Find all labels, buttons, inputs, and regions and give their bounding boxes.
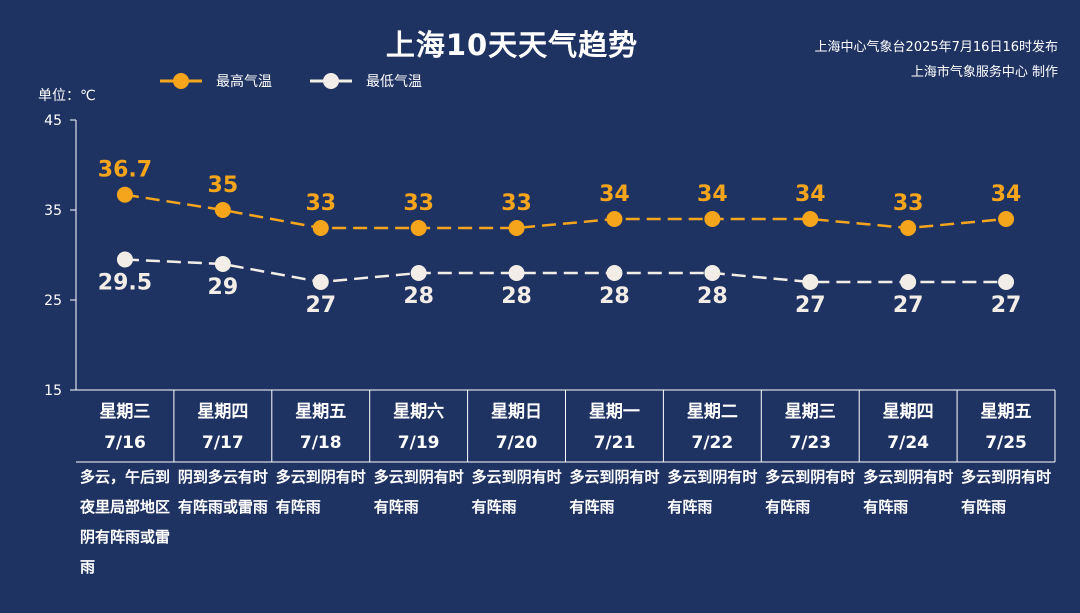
weather-condition: 多云到阴有时有阵雨 — [373, 468, 464, 516]
high-temp-point — [116, 186, 133, 203]
high-temp-point — [900, 220, 917, 236]
low-temp-point — [312, 274, 329, 290]
legend-high[interactable]: 最高气温 — [160, 71, 272, 91]
high-temp-label: 34 — [697, 182, 728, 207]
high-temp-label: 34 — [795, 182, 826, 207]
low-temp-label: 27 — [893, 293, 924, 318]
high-temp-label: 36.7 — [98, 158, 152, 183]
weather-condition: 阴到多云有时有阵雨或雷雨 — [177, 468, 268, 516]
high-temp-point — [410, 220, 427, 236]
weekday-label: 星期五 — [295, 402, 347, 422]
low-temp-label: 29 — [208, 275, 239, 300]
y-tick-label: 15 — [44, 383, 62, 399]
low-temp-point — [900, 274, 917, 290]
high-temp-point — [508, 220, 525, 236]
weekday-label: 星期一 — [588, 402, 640, 422]
legend-low-label: 最低气温 — [366, 74, 422, 90]
day-header: 星期三 7/23 — [761, 392, 859, 462]
date-label: 7/20 — [495, 433, 538, 453]
legend-low-marker — [310, 73, 352, 89]
low-temp-label: 28 — [403, 284, 434, 309]
low-temp-point — [410, 265, 427, 281]
low-temp-label: 28 — [697, 284, 728, 309]
date-label: 7/21 — [593, 433, 636, 453]
weather-condition: 多云到阴有时有阵雨 — [667, 468, 758, 516]
high-temp-label: 34 — [991, 182, 1022, 207]
unit-label: 单位：℃ — [38, 88, 96, 104]
high-temp-point — [214, 202, 231, 218]
high-temp-label: 35 — [208, 173, 239, 198]
high-temp-label: 33 — [403, 191, 434, 216]
date-label: 7/24 — [887, 433, 929, 453]
date-label: 7/17 — [201, 433, 244, 453]
date-label: 7/18 — [299, 433, 342, 453]
day-header: 星期四 7/17 — [174, 392, 272, 462]
weekday-label: 星期三 — [784, 402, 836, 422]
weekday-label: 星期日 — [491, 402, 543, 422]
date-label: 7/25 — [985, 433, 1027, 453]
low-temp-line — [124, 258, 1007, 284]
weekday-label: 星期二 — [686, 402, 738, 422]
day-header: 星期五 7/18 — [272, 392, 370, 462]
weather-condition: 多云到阴有时有阵雨 — [863, 468, 954, 516]
low-temp-point — [214, 256, 231, 272]
date-label: 7/19 — [397, 433, 440, 453]
day-header: 星期三 7/16 — [76, 392, 174, 462]
weather-condition: 多云，午后到夜里局部地区阴有阵雨或雷雨 — [80, 468, 171, 576]
date-label: 7/23 — [789, 433, 832, 453]
legend-high-label: 最高气温 — [216, 74, 272, 90]
day-header: 星期五 7/25 — [957, 392, 1055, 462]
high-temp-point — [802, 211, 819, 227]
low-temp-label: 28 — [599, 284, 630, 309]
date-label: 7/16 — [104, 433, 146, 453]
producer-line: 上海市气象服务中心 制作 — [910, 65, 1058, 80]
weather-condition: 多云到阴有时有阵雨 — [569, 468, 660, 516]
legend-high-marker — [160, 73, 202, 89]
chart-title: 上海10天天气趋势 — [385, 28, 639, 62]
low-temp-label: 27 — [305, 293, 336, 318]
weekday-label: 星期三 — [99, 402, 151, 422]
legend-low[interactable]: 最低气温 — [310, 71, 422, 91]
low-temp-point — [998, 274, 1015, 290]
high-temp-label: 33 — [501, 191, 532, 216]
y-tick-label: 35 — [44, 203, 62, 219]
low-temp-point — [606, 265, 623, 281]
y-tick-label: 45 — [44, 113, 62, 129]
low-temp-point — [116, 251, 133, 268]
high-temp-label: 33 — [893, 191, 924, 216]
date-label: 7/22 — [691, 433, 734, 453]
high-temp-point — [606, 211, 623, 227]
issuer-line: 上海中心气象台2025年7月16日16时发布 — [814, 40, 1058, 55]
day-header: 星期二 7/22 — [663, 392, 761, 462]
day-header: 星期一 7/21 — [566, 392, 664, 462]
day-header: 星期四 7/24 — [859, 392, 957, 462]
low-temp-point — [704, 265, 721, 281]
high-temp-point — [704, 211, 721, 227]
low-temp-label: 28 — [501, 284, 532, 309]
weekday-label: 星期五 — [980, 402, 1032, 422]
weather-condition: 多云到阴有时有阵雨 — [275, 468, 366, 516]
day-header: 星期六 7/19 — [370, 392, 468, 462]
weather-condition: 多云到阴有时有阵雨 — [961, 468, 1052, 516]
high-temp-point — [998, 211, 1015, 227]
low-temp-label: 27 — [991, 293, 1022, 318]
weekday-label: 星期四 — [197, 402, 249, 422]
low-temp-label: 27 — [795, 293, 826, 318]
day-header: 星期日 7/20 — [468, 392, 566, 462]
low-temp-label: 29.5 — [98, 271, 152, 296]
high-temp-label: 33 — [305, 191, 336, 216]
high-temp-point — [312, 220, 329, 236]
y-tick-label: 25 — [44, 293, 62, 309]
weekday-label: 星期六 — [393, 402, 445, 422]
high-temp-label: 34 — [599, 182, 630, 207]
low-temp-point — [508, 265, 525, 281]
high-temp-line — [124, 193, 1007, 230]
low-temp-point — [802, 274, 819, 290]
weather-condition: 多云到阴有时有阵雨 — [471, 468, 562, 516]
weekday-label: 星期四 — [882, 402, 934, 422]
weather-condition: 多云到阴有时有阵雨 — [765, 468, 856, 516]
